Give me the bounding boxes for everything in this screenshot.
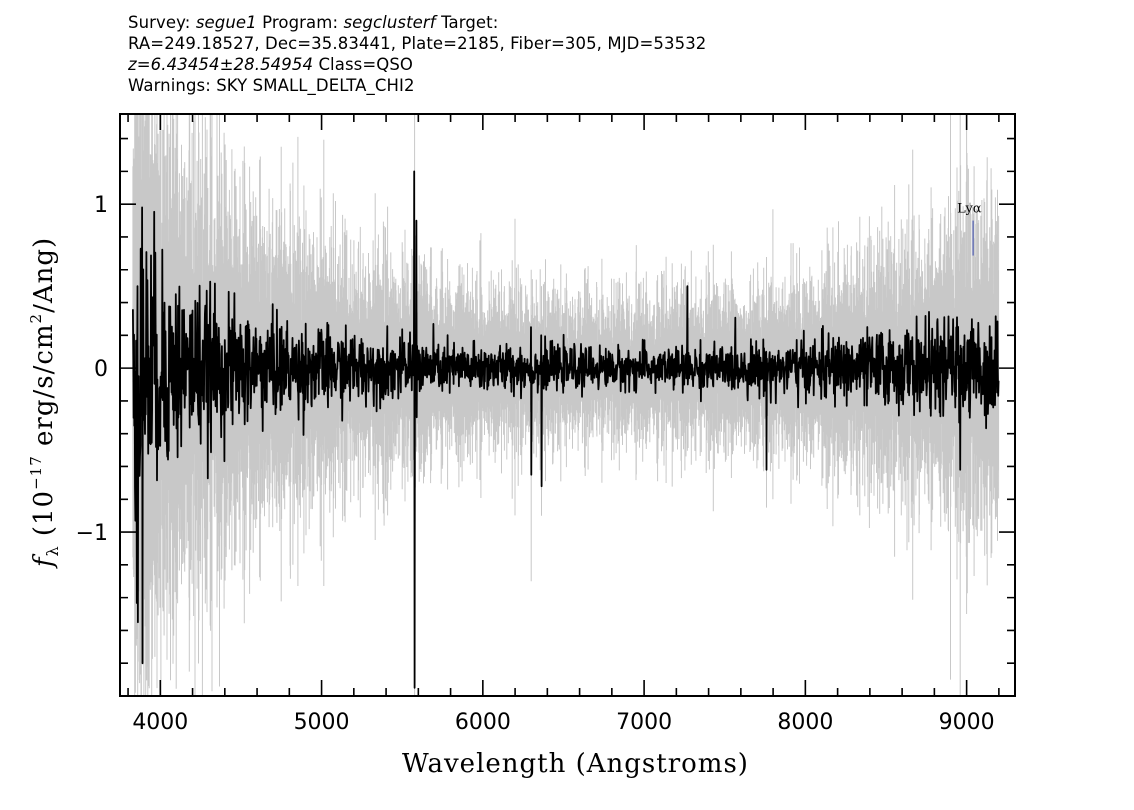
y-axis-title: fλ (10−17 erg/s/cm2/Ang) [27, 237, 62, 569]
y-tick-label: −1 [76, 521, 108, 546]
redshift-value: z=6.43454±28.54954 [128, 55, 314, 74]
lya-label: Lyα [957, 202, 982, 217]
line-annotations: Lyα [957, 202, 982, 256]
header-line-redshift: z=6.43454±28.54954 Class=QSO [128, 54, 706, 75]
x-tick-label: 8000 [777, 710, 833, 735]
plot-header: Survey: segue1 Program: segclusterf Targ… [128, 12, 706, 96]
tick-marks [120, 114, 1015, 696]
x-tick-label: 6000 [455, 710, 511, 735]
header-line-coordinates: RA=249.18527, Dec=35.83441, Plate=2185, … [128, 34, 707, 53]
header-line-survey: Survey: segue1 Program: segclusterf Targ… [128, 12, 706, 33]
program-label: Program: [262, 13, 339, 32]
x-tick-label: 4000 [132, 710, 188, 735]
x-tick-label: 9000 [939, 710, 995, 735]
survey-label: Survey: [128, 13, 191, 32]
x-axis-title: Wavelength (Angstroms) [402, 749, 749, 779]
axis-tick-labels: 4000 5000 6000 7000 8000 9000 −1 0 1 [76, 193, 995, 735]
x-tick-label: 5000 [294, 710, 350, 735]
plot-frame [119, 113, 1016, 697]
program-value: segclusterf [343, 13, 436, 32]
y-tick-label: 0 [94, 357, 108, 382]
x-tick-label: 7000 [616, 710, 672, 735]
survey-value: segue1 [195, 13, 257, 32]
class-value: Class=QSO [318, 55, 414, 74]
y-tick-label: 1 [94, 193, 108, 218]
header-line-warnings: Warnings: SKY SMALL_DELTA_CHI2 [128, 76, 415, 95]
target-label: Target: [441, 13, 499, 32]
flux-line [132, 170, 1000, 689]
axis-ticks [120, 114, 1015, 696]
y-axis-title-text: fλ (10−17 erg/s/cm2/Ang) [27, 237, 62, 569]
plot-content [132, 114, 1000, 696]
